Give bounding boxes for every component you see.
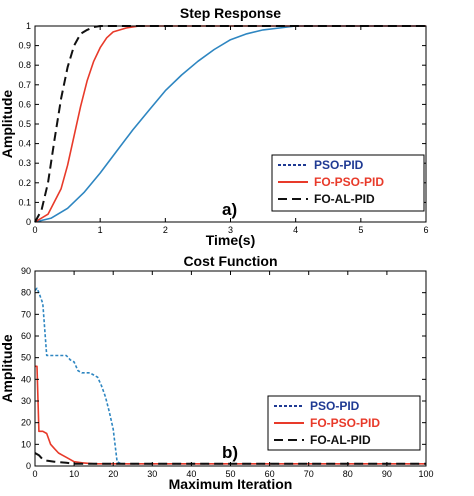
legend-label-0: PSO-PID (314, 158, 364, 172)
x-tick-label: 0 (32, 469, 37, 479)
legend-label-2: FO-AL-PID (310, 433, 371, 447)
x-tick-label: 50 (225, 469, 235, 479)
legend-label-1: FO-PSO-PID (310, 416, 380, 430)
x-tick-label: 60 (265, 469, 275, 479)
legend-label-1: FO-PSO-PID (314, 175, 384, 189)
panel-label: a) (222, 200, 237, 219)
y-tick-label: 1 (26, 21, 31, 31)
cost-function-chart: Cost Function 0 10 20 30 40 50 60 70 80 90 100 0 10 20… (0, 253, 434, 492)
series-line-0 (34, 287, 426, 465)
x-tick-label: 2 (163, 225, 168, 235)
y-tick-label: 0.5 (18, 119, 31, 129)
y-tick-label: 60 (21, 331, 31, 341)
y-tick-label: 50 (21, 353, 31, 363)
legend-label-2: FO-AL-PID (314, 192, 375, 206)
x-tick-label: 10 (69, 469, 79, 479)
y-tick-label: 0.8 (18, 60, 31, 70)
legend: PSO-PID FO-PSO-PID FO-AL-PID (271, 154, 425, 212)
legend: PSO-PID FO-PSO-PID FO-AL-PID (267, 395, 421, 451)
x-tick-label: 40 (186, 469, 196, 479)
x-tick-label: 3 (228, 225, 233, 235)
x-tick-label: 100 (418, 469, 433, 479)
x-tick-label: 20 (108, 469, 118, 479)
y-tick-label: 0.4 (18, 139, 31, 149)
x-tick-label: 90 (382, 469, 392, 479)
y-tick-label: 0.2 (18, 178, 31, 188)
x-axis-label: Time(s) (206, 232, 256, 248)
y-tick-label: 90 (21, 266, 31, 276)
panel-label: b) (222, 443, 238, 462)
chart-title: Step Response (180, 5, 281, 21)
x-tick-label: 1 (98, 225, 103, 235)
y-tick-label: 80 (21, 288, 31, 298)
step-response-chart: Step Response 0 1 2 3 4 5 6 0 0.1 0.2 0.3 0.4 0.5 0.6 0… (0, 5, 429, 248)
y-tick-label: 0.6 (18, 99, 31, 109)
y-tick-label: 0.3 (18, 158, 31, 168)
x-axis-label: Maximum Iteration (169, 476, 293, 492)
y-tick-label: 70 (21, 309, 31, 319)
y-tick-label: 0.7 (18, 80, 31, 90)
series-line-2 (34, 452, 426, 465)
x-tick-label: 30 (147, 469, 157, 479)
y-tick-label: 0 (26, 217, 31, 227)
x-tick-label: 0 (32, 225, 37, 235)
y-tick-label: 0.9 (18, 41, 31, 51)
y-axis-label: Amplitude (0, 334, 15, 403)
x-tick-label: 80 (343, 469, 353, 479)
x-tick-label: 5 (358, 225, 363, 235)
x-tick-label: 70 (304, 469, 314, 479)
y-tick-label: 20 (21, 418, 31, 428)
legend-label-0: PSO-PID (310, 399, 360, 413)
y-tick-label: 30 (21, 396, 31, 406)
chart-title: Cost Function (183, 253, 277, 269)
x-tick-label: 4 (293, 225, 298, 235)
y-tick-label: 0.1 (18, 197, 31, 207)
y-axis-label: Amplitude (0, 90, 15, 159)
x-tick-label: 6 (423, 225, 428, 235)
y-tick-label: 0 (26, 461, 31, 471)
y-tick-label: 10 (21, 439, 31, 449)
y-tick-label: 40 (21, 374, 31, 384)
